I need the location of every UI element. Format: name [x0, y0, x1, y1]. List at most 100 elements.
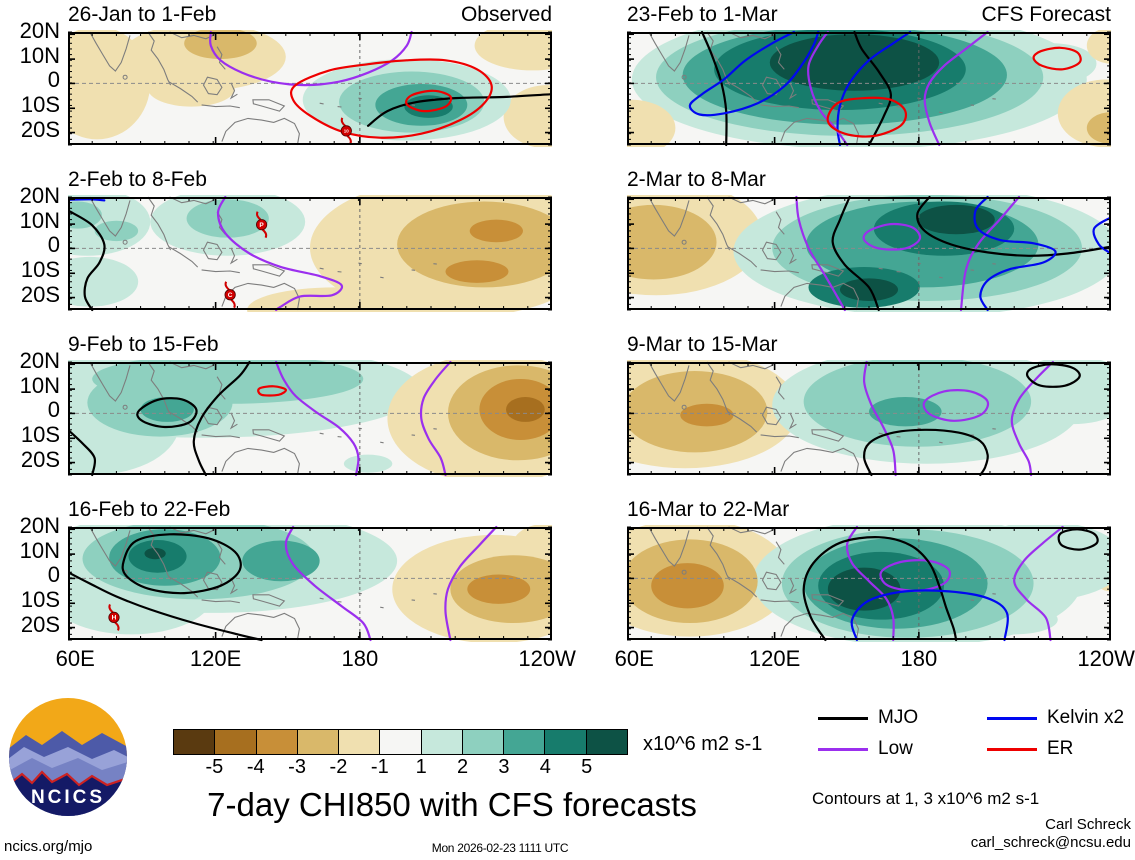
anomaly-shading: [242, 540, 320, 582]
coastline: [728, 196, 775, 205]
coastline: [89, 196, 131, 237]
y-axis-label: 10S: [20, 257, 60, 283]
coastline: [122, 74, 128, 80]
panel-title-row: 26-Jan to 1-Feb Observed: [68, 3, 552, 26]
panel-map-svg: [627, 30, 1111, 147]
colorbar: [173, 729, 628, 755]
contour-line-kelvin-x2: [688, 30, 820, 117]
contour-line-er: [826, 96, 908, 138]
panel-title-row: 2-Mar to 8-Mar: [627, 168, 1111, 191]
coastline: [775, 211, 785, 235]
colorbar-cell: [585, 730, 627, 754]
contour-line-low: [862, 360, 897, 477]
contour-line-mjo: [69, 210, 106, 312]
panel-title: 23-Feb to 1-Mar: [627, 3, 778, 26]
coastline: [728, 526, 775, 535]
svg-text:10: 10: [344, 128, 350, 133]
coastline: [788, 247, 797, 265]
anomaly-shading: [680, 403, 734, 427]
ncics-logo: NCICS: [9, 698, 127, 816]
colorbar-tick-label: -4: [246, 756, 265, 778]
logo-text: NCICS: [31, 787, 105, 808]
panel-title: 9-Feb to 15-Feb: [68, 333, 219, 356]
legend-line-kelvin-x2: [987, 717, 1037, 720]
y-axis-label: 10N: [19, 538, 60, 564]
coastline: [252, 99, 286, 112]
anomaly-shading: [343, 454, 393, 473]
legend-line-mjo: [818, 717, 868, 720]
contour-line-er: [289, 58, 493, 139]
coastline: [728, 31, 775, 40]
coastline: [168, 576, 199, 598]
contour-line-low: [862, 222, 922, 251]
anomaly-shading: [627, 204, 717, 280]
coastline: [780, 282, 859, 311]
y-axis-label: 20N: [19, 183, 60, 209]
coastline: [727, 411, 758, 433]
coastline: [878, 102, 883, 105]
coastline: [169, 196, 216, 205]
contour-line-low: [444, 525, 498, 642]
colorbar-tick-label: -2: [329, 756, 348, 778]
coastline: [811, 264, 845, 277]
contour-line-low: [879, 559, 951, 592]
contour-line-er: [1032, 46, 1082, 71]
colorbar-cell: [420, 730, 462, 754]
tropical-cyclone-icon: 10: [340, 117, 352, 145]
svg-text:C: C: [228, 292, 233, 299]
anomaly-shading: [1009, 360, 1111, 425]
contour-line-mjo: [802, 536, 958, 642]
coastline: [169, 361, 216, 370]
panel-title: 9-Mar to 15-Mar: [627, 333, 778, 356]
coastline: [229, 247, 238, 265]
contour-line-mjo: [121, 533, 242, 595]
map-panel: 2-Mar to 8-Mar: [627, 168, 1111, 312]
coastline: [681, 569, 687, 575]
panel-border: [627, 527, 1111, 640]
panel-title-row: 9-Mar to 15-Mar: [627, 333, 1111, 356]
coastline: [648, 196, 690, 237]
footer-url: ncics.org/mjo: [4, 838, 93, 855]
coastline: [201, 104, 240, 109]
colorbar-cell: [379, 730, 421, 754]
contour-line-kelvin-x2: [1092, 216, 1111, 255]
coastline: [147, 31, 172, 86]
coastline: [780, 447, 859, 476]
coastline: [202, 241, 223, 261]
contour-line-kelvin-x2: [850, 589, 1009, 642]
contour-line-low: [275, 360, 360, 477]
contour-line-low: [284, 525, 372, 642]
x-axis-label: 60E: [614, 646, 654, 671]
credit-email: carl_schreck@ncsu.edu: [970, 834, 1131, 851]
coastline: [761, 76, 782, 96]
anomaly-shading: [147, 70, 235, 107]
coastline: [380, 606, 384, 609]
anomaly-shading: [839, 278, 899, 301]
coastline: [169, 31, 216, 40]
coastline: [878, 597, 883, 600]
coastline: [760, 104, 799, 109]
panel-border: [68, 197, 552, 310]
panel-title: 16-Feb to 22-Feb: [68, 498, 231, 521]
y-axis-label: 20S: [20, 116, 60, 142]
anomaly-shading: [627, 99, 676, 147]
contour-line-low: [795, 195, 846, 312]
contour-line-mjo: [700, 30, 728, 147]
coastline: [229, 412, 238, 430]
contour-line-mjo: [831, 195, 880, 312]
svg-text:H: H: [112, 615, 117, 622]
figure-title: 7-day CHI850 with CFS forecasts: [207, 786, 697, 823]
y-axis-label: 0: [47, 232, 60, 258]
contour-line-mjo: [68, 571, 263, 642]
svg-text:P: P: [259, 222, 264, 229]
y-axis-label: 0: [47, 397, 60, 423]
colorbar-cell: [503, 730, 545, 754]
coastline: [201, 269, 240, 274]
coastline: [252, 594, 286, 607]
map-panel: 16-Feb to 22-Feb H: [68, 498, 552, 642]
coastline: [168, 246, 199, 268]
anomaly-shading: [247, 287, 422, 312]
anomaly-shading: [144, 547, 166, 560]
contour-line-mjo: [1025, 363, 1081, 388]
coastline: [221, 447, 300, 476]
